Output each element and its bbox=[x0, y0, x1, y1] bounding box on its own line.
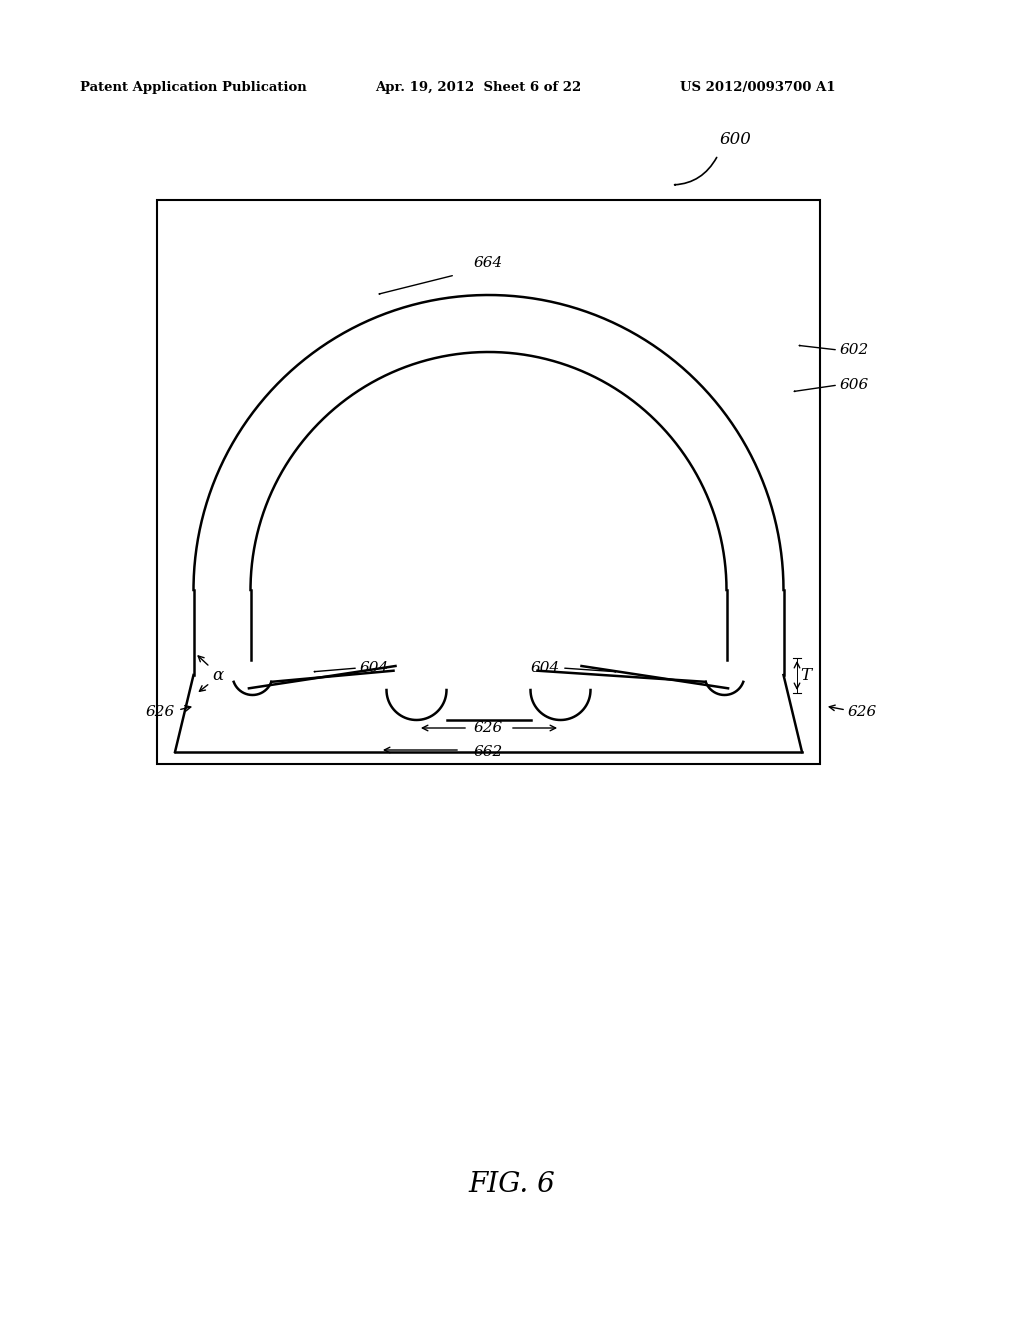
Text: 662: 662 bbox=[473, 744, 503, 759]
Text: 602: 602 bbox=[840, 343, 869, 356]
Text: FIG. 6: FIG. 6 bbox=[469, 1172, 555, 1199]
FancyArrowPatch shape bbox=[565, 668, 615, 672]
Text: 604: 604 bbox=[530, 661, 560, 675]
Text: 626: 626 bbox=[473, 721, 503, 735]
Text: 664: 664 bbox=[473, 256, 503, 271]
Text: α: α bbox=[212, 667, 223, 684]
Text: Patent Application Publication: Patent Application Publication bbox=[80, 82, 307, 95]
Text: T: T bbox=[800, 667, 811, 684]
Text: 626: 626 bbox=[848, 705, 878, 719]
FancyArrowPatch shape bbox=[379, 276, 453, 294]
Text: 600: 600 bbox=[720, 132, 752, 149]
FancyArrowPatch shape bbox=[800, 346, 836, 350]
FancyArrowPatch shape bbox=[675, 157, 717, 185]
Text: 604: 604 bbox=[360, 661, 389, 675]
Text: Apr. 19, 2012  Sheet 6 of 22: Apr. 19, 2012 Sheet 6 of 22 bbox=[375, 82, 582, 95]
Text: 626: 626 bbox=[145, 705, 175, 719]
FancyArrowPatch shape bbox=[314, 668, 355, 672]
Text: 606: 606 bbox=[840, 378, 869, 392]
Bar bbox=[157, 201, 820, 764]
FancyArrowPatch shape bbox=[795, 385, 836, 392]
Text: US 2012/0093700 A1: US 2012/0093700 A1 bbox=[680, 82, 836, 95]
